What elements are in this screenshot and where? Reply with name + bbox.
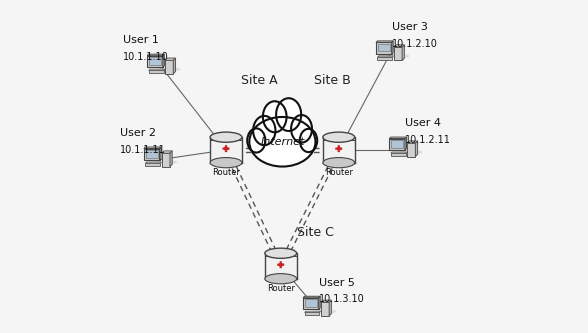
Ellipse shape [276,98,301,131]
Polygon shape [144,147,161,149]
FancyBboxPatch shape [146,150,158,158]
Ellipse shape [265,248,297,258]
Ellipse shape [323,132,355,142]
Ellipse shape [157,67,181,72]
Ellipse shape [386,54,410,58]
Ellipse shape [153,160,178,165]
Polygon shape [405,137,406,150]
Ellipse shape [313,309,336,314]
Text: Router: Router [267,284,295,293]
Ellipse shape [292,116,311,142]
Ellipse shape [249,117,316,166]
Polygon shape [303,296,320,298]
Polygon shape [159,147,161,160]
Polygon shape [305,311,320,312]
Text: User 2: User 2 [120,128,156,138]
FancyBboxPatch shape [391,153,406,156]
Polygon shape [165,58,176,60]
Ellipse shape [265,277,299,282]
Ellipse shape [323,158,355,168]
Polygon shape [163,54,164,67]
FancyBboxPatch shape [305,312,319,315]
Text: 10.1.1.10: 10.1.1.10 [123,52,169,62]
FancyBboxPatch shape [389,139,405,150]
Text: User 5: User 5 [319,277,355,287]
FancyBboxPatch shape [149,70,163,73]
FancyBboxPatch shape [147,56,163,67]
Polygon shape [391,152,407,153]
FancyBboxPatch shape [321,302,329,316]
Ellipse shape [277,100,300,130]
Text: Site C: Site C [298,226,334,239]
Ellipse shape [323,161,358,166]
FancyBboxPatch shape [378,44,390,51]
Text: Internet: Internet [260,137,305,147]
Text: Router: Router [212,168,240,177]
Text: Site B: Site B [314,74,350,87]
Ellipse shape [253,116,275,145]
FancyBboxPatch shape [144,149,159,160]
Polygon shape [170,151,172,166]
Ellipse shape [291,115,312,143]
Ellipse shape [263,101,286,132]
Ellipse shape [265,274,297,284]
Ellipse shape [264,103,286,131]
Polygon shape [407,141,417,143]
Polygon shape [162,151,172,153]
Ellipse shape [300,129,317,152]
Polygon shape [394,45,405,47]
FancyBboxPatch shape [149,57,161,65]
Ellipse shape [250,120,315,163]
FancyBboxPatch shape [407,143,415,157]
FancyBboxPatch shape [165,60,173,74]
Text: 10.1.1.11: 10.1.1.11 [120,145,166,155]
Polygon shape [149,69,165,70]
Text: 10.1.2.10: 10.1.2.10 [392,39,437,49]
FancyBboxPatch shape [303,298,319,309]
Text: Router: Router [325,168,353,177]
Text: Site A: Site A [241,74,278,87]
FancyBboxPatch shape [305,299,317,307]
Text: User 1: User 1 [123,35,159,46]
Text: User 3: User 3 [392,22,427,32]
Ellipse shape [210,158,242,168]
Polygon shape [319,296,320,309]
FancyBboxPatch shape [391,140,403,148]
FancyBboxPatch shape [265,253,297,279]
Polygon shape [377,56,393,57]
FancyBboxPatch shape [210,137,242,163]
Ellipse shape [247,129,265,153]
FancyBboxPatch shape [377,57,392,60]
Polygon shape [415,141,417,157]
Text: User 4: User 4 [405,118,441,128]
Polygon shape [376,41,393,42]
Polygon shape [145,162,162,163]
Polygon shape [147,54,164,56]
FancyBboxPatch shape [394,47,402,61]
FancyBboxPatch shape [376,42,392,54]
Ellipse shape [300,130,316,151]
Ellipse shape [248,129,265,152]
Ellipse shape [254,117,275,144]
Polygon shape [392,41,393,54]
Text: 10.1.2.11: 10.1.2.11 [405,135,451,145]
FancyBboxPatch shape [145,163,161,166]
Polygon shape [389,137,406,139]
FancyBboxPatch shape [162,153,170,166]
Polygon shape [173,58,176,74]
Text: 10.1.3.10: 10.1.3.10 [319,294,365,304]
Ellipse shape [210,161,245,166]
Polygon shape [321,300,332,302]
FancyBboxPatch shape [323,137,355,163]
Polygon shape [402,45,405,61]
Ellipse shape [210,132,242,142]
Polygon shape [329,300,332,316]
Ellipse shape [399,150,423,155]
